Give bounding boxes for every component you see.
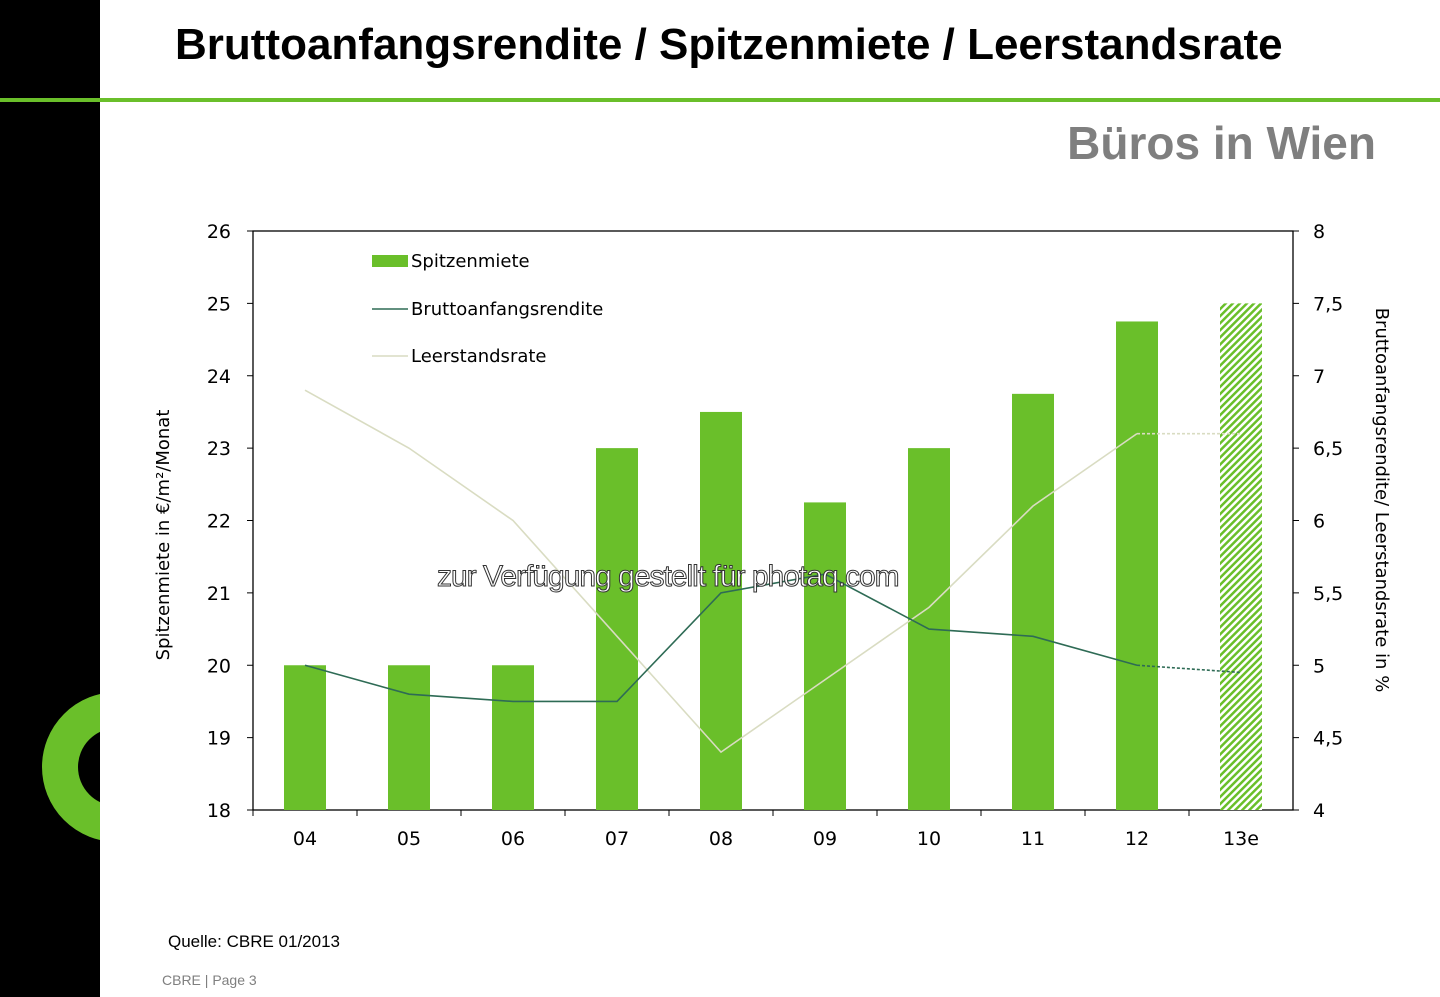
y2-tick-label: 6,5 bbox=[1313, 438, 1343, 460]
bar bbox=[388, 665, 430, 810]
y-tick-label: 20 bbox=[207, 655, 231, 677]
x-tick-label: 10 bbox=[917, 828, 941, 850]
bar-forecast bbox=[1220, 303, 1262, 810]
legend-label: Bruttoanfangsrendite bbox=[411, 299, 603, 320]
y2-axis-label: Bruttoanfangsrendite/ Leerstandsrate in … bbox=[1371, 308, 1392, 693]
y-tick-label: 23 bbox=[207, 438, 231, 460]
x-tick-label: 11 bbox=[1021, 828, 1045, 850]
bar bbox=[284, 665, 326, 810]
page-title: Bruttoanfangsrendite / Spitzenmiete / Le… bbox=[175, 20, 1283, 69]
y2-tick-label: 7 bbox=[1313, 366, 1325, 388]
y2-tick-label: 4 bbox=[1313, 800, 1325, 822]
legend-label: Leerstandsrate bbox=[411, 346, 547, 367]
y-tick-label: 19 bbox=[207, 728, 231, 750]
legend-swatch-spitzenmiete bbox=[372, 255, 408, 267]
page-subtitle: Büros in Wien bbox=[1067, 117, 1376, 169]
legend-label: Spitzenmiete bbox=[411, 251, 530, 272]
x-tick-label: 05 bbox=[397, 828, 421, 850]
y-tick-label: 24 bbox=[207, 366, 231, 388]
brutto-forecast-line bbox=[1136, 664, 1242, 674]
y-tick-label: 18 bbox=[207, 800, 231, 822]
x-tick-label: 06 bbox=[501, 828, 525, 850]
y-tick-label: 22 bbox=[207, 511, 231, 533]
y2-tick-label: 5,5 bbox=[1313, 583, 1343, 605]
y2-tick-label: 8 bbox=[1313, 221, 1325, 243]
y-tick-label: 25 bbox=[207, 293, 231, 315]
bar bbox=[492, 665, 534, 810]
bar bbox=[1116, 321, 1158, 810]
bar bbox=[700, 411, 742, 810]
x-tick-label: 12 bbox=[1125, 828, 1149, 850]
y-axis-label: Spitzenmiete in €/m²/Monat bbox=[153, 410, 174, 661]
x-tick-label: 13e bbox=[1223, 828, 1259, 850]
x-tick-label: 04 bbox=[293, 828, 317, 850]
bar bbox=[804, 502, 846, 810]
x-tick-label: 07 bbox=[605, 828, 629, 850]
x-tick-label: 08 bbox=[709, 828, 733, 850]
bar bbox=[596, 448, 638, 810]
source-note: Quelle: CBRE 01/2013 bbox=[168, 932, 340, 951]
page-footer: CBRE | Page 3 bbox=[162, 972, 257, 988]
y2-tick-label: 6 bbox=[1313, 511, 1325, 533]
bar bbox=[1012, 393, 1054, 810]
sidebar-band bbox=[0, 0, 100, 997]
y-tick-label: 26 bbox=[207, 221, 231, 243]
y2-tick-label: 5 bbox=[1313, 655, 1325, 677]
title-divider bbox=[0, 98, 1440, 102]
y-tick-label: 21 bbox=[207, 583, 231, 605]
y2-tick-label: 4,5 bbox=[1313, 728, 1343, 750]
y2-tick-label: 7,5 bbox=[1313, 293, 1343, 315]
watermark: zur Verfügung gestellt für photaq.com bbox=[437, 560, 901, 594]
x-tick-label: 09 bbox=[813, 828, 837, 850]
